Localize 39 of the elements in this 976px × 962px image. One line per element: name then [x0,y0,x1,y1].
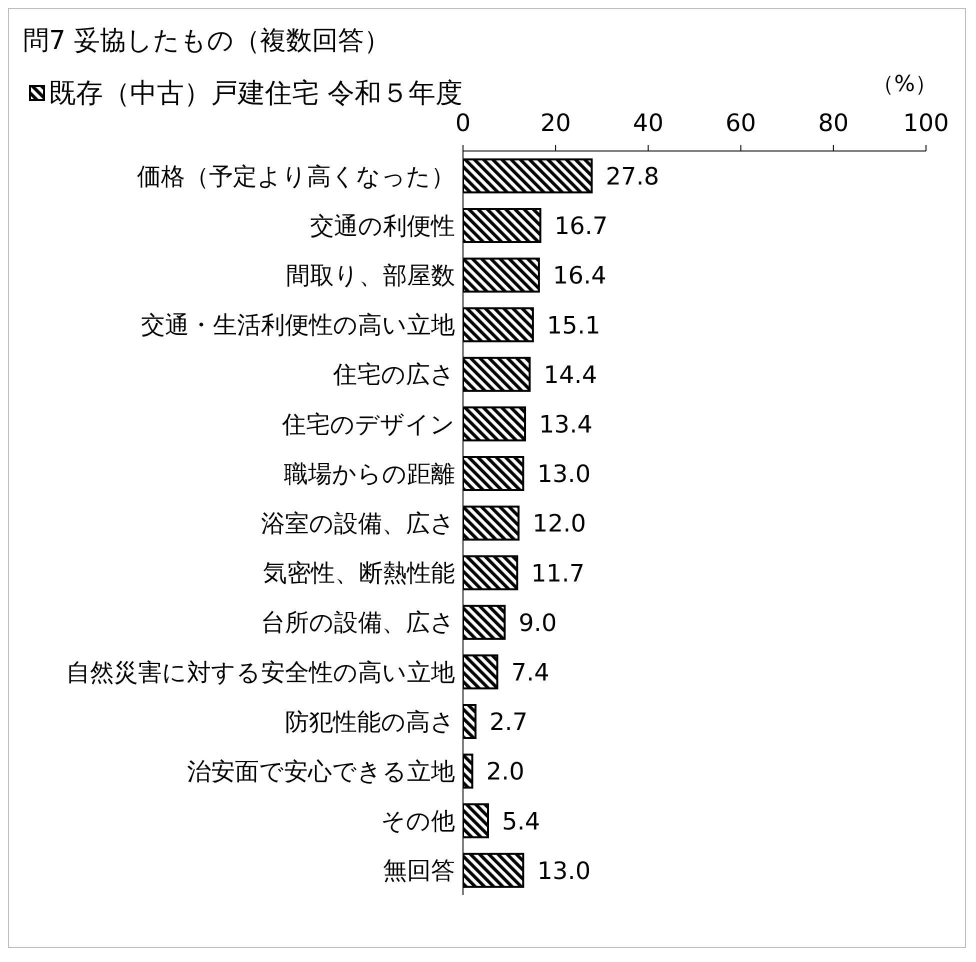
y-tick-label: 無回答 [383,856,455,885]
x-tick-label: 100 [903,109,949,137]
data-label: 7.4 [511,658,550,686]
y-tick-label: 住宅の広さ [332,360,455,389]
data-label: 13.0 [537,460,591,488]
y-tick-label: 治安面で安心できる立地 [187,758,455,786]
y-tick-label: 職場からの距離 [284,460,455,488]
y-tick-label: 交通の利便性 [310,212,455,240]
y-tick-label: その他 [381,807,455,836]
y-tick-label: 自然災害に対する安全性の高い立地 [66,658,455,686]
x-tick-label: 60 [726,109,756,137]
y-tick-label: 防犯性能の高さ [285,708,455,736]
x-axis-title: （%） [872,72,937,97]
data-label: 14.4 [544,360,598,389]
data-label: 5.4 [502,807,540,836]
data-label: 9.0 [518,608,557,637]
data-label: 11.7 [531,559,585,588]
y-tick-label: 浴室の設備、広さ [261,510,455,538]
y-tick-label: 気密性、断熱性能 [263,559,455,588]
text: 問7 妥協したもの（複数回答） [23,26,390,56]
data-label: 2.7 [490,708,528,736]
y-tick-label: 交通・生活利便性の高い立地 [141,311,455,340]
x-tick-label: 80 [818,109,849,137]
x-tick-label: 20 [540,109,571,137]
x-tick-label: 0 [455,109,471,137]
y-tick-label: 価格（予定より高くなった） [137,162,455,190]
data-label: 27.8 [606,162,660,190]
data-label: 13.0 [537,856,591,885]
data-label: 15.1 [546,311,600,340]
data-label: 16.4 [552,262,606,290]
data-label: 16.7 [554,212,608,240]
legend-label: 既存（中古）戸建住宅 令和５年度 [49,77,463,111]
y-tick-label: 間取り、部屋数 [286,262,455,290]
x-tick-label: 40 [632,109,664,137]
data-label: 2.0 [486,758,524,786]
y-tick-label: 住宅のデザイン [281,410,455,438]
y-tick-label: 台所の設備、広さ [261,608,455,637]
data-label: 12.0 [532,510,586,538]
data-label: 13.4 [539,410,592,438]
